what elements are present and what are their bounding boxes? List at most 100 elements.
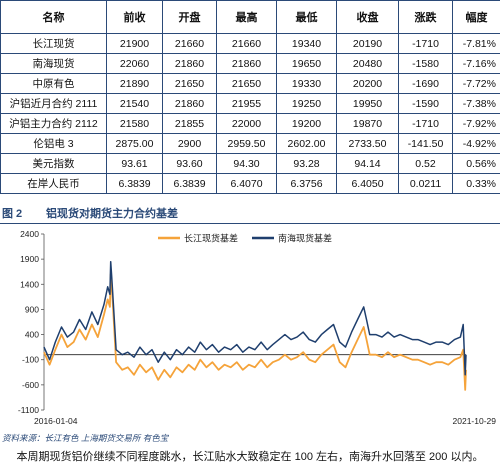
table-cell-percent: -7.38% — [452, 93, 500, 114]
figure-title: 铝现货对期货主力合约基差 — [46, 208, 178, 220]
table-cell: 93.28 — [276, 153, 337, 174]
table-cell-percent: 0.56% — [452, 153, 500, 174]
table-cell: 21650 — [216, 73, 277, 94]
table-cell-name: 沪铝近月合约 2111 — [0, 93, 107, 114]
table-row: 中原有色 21890 21650 21650 19330 20200 -1690… — [0, 73, 500, 94]
table-cell: 21860 — [162, 53, 217, 74]
table-cell-percent: -7.72% — [452, 73, 500, 94]
table-cell-name: 在岸人民币 — [0, 173, 107, 194]
table-cell-percent: -4.92% — [452, 133, 500, 154]
table-row: 美元指数 93.61 93.60 94.30 93.28 94.14 0.52 … — [0, 153, 500, 174]
table-cell: 21900 — [106, 33, 163, 54]
y-tick-label: 400 — [25, 330, 39, 340]
table-row: 在岸人民币 6.3839 6.3839 6.4070 6.3756 6.4050… — [0, 173, 500, 194]
table-header-cell: 最高 — [216, 0, 277, 34]
table-cell: 20480 — [336, 53, 399, 74]
table-row: 长江现货 21900 21660 21660 19340 20190 -1710… — [0, 33, 500, 54]
table-cell: 21855 — [162, 113, 217, 134]
y-tick-label: -100 — [22, 355, 39, 365]
table-cell: 21580 — [106, 113, 163, 134]
table-cell-name: 长江现货 — [0, 33, 107, 54]
table-cell: 21540 — [106, 93, 163, 114]
figure-caption: 图 2 铝现货对期货主力合约基差 — [0, 201, 500, 224]
table-cell-name: 美元指数 — [0, 153, 107, 174]
quote-table: 名称 前收 开盘 最高 最低 收盘 涨跌 幅度 长江现货 21900 21660… — [0, 0, 500, 194]
table-header-cell: 涨跌 — [398, 0, 453, 34]
table-cell-percent: -7.16% — [452, 53, 500, 74]
table-cell-name: 伦铝电 3 — [0, 133, 107, 154]
table-cell-name: 南海现货 — [0, 53, 107, 74]
table-cell: 19340 — [276, 33, 337, 54]
table-cell: 19950 — [336, 93, 399, 114]
table-cell: 19870 — [336, 113, 399, 134]
table-row: 伦铝电 3 2875.00 2900 2959.50 2602.00 2733.… — [0, 133, 500, 154]
table-cell: 0.52 — [398, 153, 453, 174]
table-cell: 94.14 — [336, 153, 399, 174]
table-cell: 2733.50 — [336, 133, 399, 154]
y-tick-label: 1400 — [20, 279, 39, 289]
table-cell: 21890 — [106, 73, 163, 94]
y-tick-label: -1100 — [18, 405, 39, 415]
series-line-2 — [43, 260, 467, 376]
y-tick-label: -600 — [22, 380, 39, 390]
table-cell: 21650 — [162, 73, 217, 94]
legend-label: 长江现货基差 — [184, 233, 238, 244]
legend-label: 南海现货基差 — [278, 233, 332, 244]
x-tick-label: 2021-10-29 — [453, 416, 497, 426]
table-cell: -141.50 — [398, 133, 453, 154]
table-cell: 6.4070 — [216, 173, 277, 194]
table-cell: 6.3839 — [106, 173, 163, 194]
table-cell: 94.30 — [216, 153, 277, 174]
table-cell: 21860 — [216, 53, 277, 74]
table-row: 沪铝近月合约 2111 21540 21860 21955 19250 1995… — [0, 93, 500, 114]
table-header-cell: 开盘 — [162, 0, 217, 34]
table-cell-percent: -7.92% — [452, 113, 500, 134]
table-header-cell: 最低 — [276, 0, 337, 34]
table-row: 沪铝主力合约 2112 21580 21855 22000 19200 1987… — [0, 113, 500, 134]
source-note: 资料来源：长江有色 上海期货交易所 有色宝 — [2, 433, 169, 443]
table-cell: 0.0211 — [398, 173, 453, 194]
table-cell: 19330 — [276, 73, 337, 94]
table-cell: 21955 — [216, 93, 277, 114]
figure-number: 图 2 — [2, 208, 23, 220]
table-cell: 19250 — [276, 93, 337, 114]
table-cell: 6.3756 — [276, 173, 337, 194]
table-cell: 2900 — [162, 133, 217, 154]
table-cell: -1710 — [398, 113, 453, 134]
table-cell: 2875.00 — [106, 133, 163, 154]
table-cell: -1580 — [398, 53, 453, 74]
table-header-cell: 名称 — [0, 0, 107, 34]
table-cell: -1690 — [398, 73, 453, 94]
table-cell: 19200 — [276, 113, 337, 134]
table-row: 南海现货 22060 21860 21860 19650 20480 -1580… — [0, 53, 500, 74]
table-cell: -1590 — [398, 93, 453, 114]
table-cell: 20200 — [336, 73, 399, 94]
y-tick-label: 1900 — [20, 254, 39, 264]
y-tick-label: 2400 — [20, 229, 39, 239]
table-cell-percent: -7.81% — [452, 33, 500, 54]
table-header-cell: 幅度 — [452, 0, 500, 34]
table-cell: 6.4050 — [336, 173, 399, 194]
table-cell: 19650 — [276, 53, 337, 74]
table-cell: 6.3839 — [162, 173, 217, 194]
table-cell: -1710 — [398, 33, 453, 54]
table-cell: 21660 — [162, 33, 217, 54]
table-cell: 2602.00 — [276, 133, 337, 154]
table-cell: 93.61 — [106, 153, 163, 174]
x-tick-label: 2016-01-04 — [34, 416, 78, 426]
table-cell-name: 中原有色 — [0, 73, 107, 94]
table-cell: 20190 — [336, 33, 399, 54]
table-cell: 93.60 — [162, 153, 217, 174]
summary-note: 本周期现货铝价继续不同程度跳水，长江贴水大致稳定在 100 左右，南海升水回落至… — [16, 451, 484, 463]
table-cell: 22000 — [216, 113, 277, 134]
table-header-cell: 前收 — [106, 0, 163, 34]
y-tick-label: 900 — [25, 304, 39, 314]
table-cell: 22060 — [106, 53, 163, 74]
table-cell-name: 沪铝主力合约 2112 — [0, 113, 107, 134]
table-cell: 21660 — [216, 33, 277, 54]
table-cell: 21860 — [162, 93, 217, 114]
basis-line-chart: 2400 1900 1400 900 400 -100 -600 -11002016-01-0… — [18, 229, 497, 426]
table-cell-percent: 0.33% — [452, 173, 500, 194]
table-header-cell: 收盘 — [336, 0, 399, 34]
